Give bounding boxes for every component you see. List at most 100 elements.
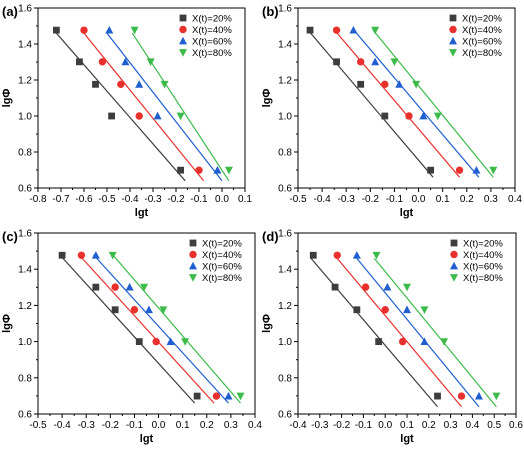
data-point [433, 112, 442, 121]
x-tick-label: -0.3 [311, 420, 329, 431]
data-point [159, 306, 168, 314]
x-tick-label: 0.4 [508, 194, 522, 205]
chart-panel: (d) -0.4 -0.3 -0.2 -0.1 0.0 0.1 0.2 0.3 0.4 0.5 0.6… [261, 229, 523, 446]
chart-panel: (a) -0.8 -0.7 -0.6 -0.5 -0.4 -0.3 -0.2 -0.1 0.0 0.… [1, 4, 252, 220]
y-tick-label: 1.6 [18, 4, 32, 15]
panel-label: (d) [262, 229, 279, 244]
x-tick-label: 0.5 [487, 420, 501, 431]
x-tick-label: -0.2 [167, 194, 185, 205]
data-point [111, 306, 119, 314]
data-point [92, 80, 99, 88]
data-series [108, 251, 245, 404]
data-point [135, 338, 143, 345]
x-tick-label: 0.1 [238, 194, 252, 205]
y-tick-label: 1.0 [278, 337, 292, 348]
y-tick-label: 0.6 [278, 184, 292, 195]
legend-label: X(t)=80% [462, 48, 502, 59]
legend-marker [179, 49, 187, 57]
legend-marker [450, 250, 458, 259]
x-tick-label: -0.4 [53, 420, 71, 431]
x-tick-label: -0.6 [75, 194, 93, 205]
data-series [105, 25, 223, 182]
data-point [455, 166, 464, 174]
data-series [309, 251, 441, 408]
data-point [224, 391, 233, 400]
fit-line [59, 254, 196, 404]
x-tick-label: 0.1 [176, 420, 190, 431]
data-point [352, 251, 361, 259]
x-tick-label: -0.8 [29, 194, 47, 205]
x-tick-label: -0.2 [333, 420, 351, 431]
legend-label: X(t)=80% [192, 48, 232, 59]
legend-label: X(t)=60% [202, 262, 242, 273]
fit-line [372, 29, 494, 178]
data-point [140, 283, 149, 292]
x-tick-label: -0.1 [355, 420, 373, 431]
legend-marker [449, 25, 457, 34]
fit-line [356, 257, 480, 408]
data-series [372, 251, 501, 408]
fit-line [112, 254, 241, 404]
legend-label: X(t)=40% [462, 25, 502, 36]
y-axis-title: lgΦ [261, 314, 273, 333]
data-point [405, 112, 413, 120]
data-point [403, 283, 411, 292]
data-point [420, 306, 429, 314]
data-point [375, 338, 383, 345]
data-point [236, 392, 245, 401]
legend-marker [450, 274, 458, 282]
y-tick-label: 0.6 [18, 410, 32, 421]
panel-label: (b) [262, 4, 279, 19]
data-point [130, 26, 139, 35]
fit-line [310, 257, 438, 408]
legend-marker [189, 239, 197, 247]
y-tick-label: 0.8 [18, 148, 32, 159]
data-series [332, 26, 464, 178]
data-point [80, 26, 88, 34]
x-tick-label: -0.3 [78, 420, 96, 431]
data-point [53, 26, 60, 34]
x-tick-label: 0.1 [400, 420, 414, 431]
legend-marker [179, 25, 187, 34]
data-point [130, 306, 139, 314]
data-point [474, 391, 483, 400]
fit-line [373, 257, 497, 408]
data-point [117, 80, 125, 89]
data-point [390, 58, 399, 67]
legend-marker [449, 14, 457, 22]
data-point [108, 112, 115, 120]
data-point [331, 283, 339, 291]
fit-line [78, 254, 215, 404]
y-tick-label: 1.2 [278, 301, 292, 312]
legend-label: X(t)=20% [192, 14, 232, 25]
x-tick-label: -0.1 [386, 194, 404, 205]
fit-line [83, 32, 205, 182]
panel-label: (a) [2, 4, 18, 19]
legend-label: X(t)=20% [462, 14, 502, 25]
fit-line [55, 32, 186, 182]
y-tick-label: 0.6 [18, 184, 32, 195]
data-point [152, 337, 160, 346]
y-tick-label: 1.6 [278, 229, 292, 240]
y-tick-label: 1.6 [278, 4, 292, 15]
chart-panel: (c) -0.5 -0.4 -0.3 -0.2 -0.1 0.0 0.1 0.2 0.3 0.4 0.… [1, 229, 262, 446]
data-point [353, 306, 361, 314]
data-series [333, 251, 466, 408]
y-axis-title: lgΦ [261, 89, 273, 108]
x-tick-label: 0.3 [224, 420, 238, 431]
data-point [427, 166, 435, 174]
x-tick-label: -0.1 [126, 420, 144, 431]
y-tick-label: 0.8 [278, 148, 292, 159]
data-series [58, 251, 201, 404]
data-point [372, 251, 381, 260]
data-point [98, 58, 107, 66]
x-tick-label: 0.0 [378, 420, 392, 431]
data-point [361, 283, 370, 291]
data-point [333, 251, 341, 259]
fit-line [352, 29, 480, 178]
x-tick-label: 0.2 [422, 420, 436, 431]
legend-marker [189, 250, 197, 259]
data-point [135, 80, 144, 88]
data-point [213, 165, 222, 174]
x-tick-label: -0.3 [144, 194, 162, 205]
